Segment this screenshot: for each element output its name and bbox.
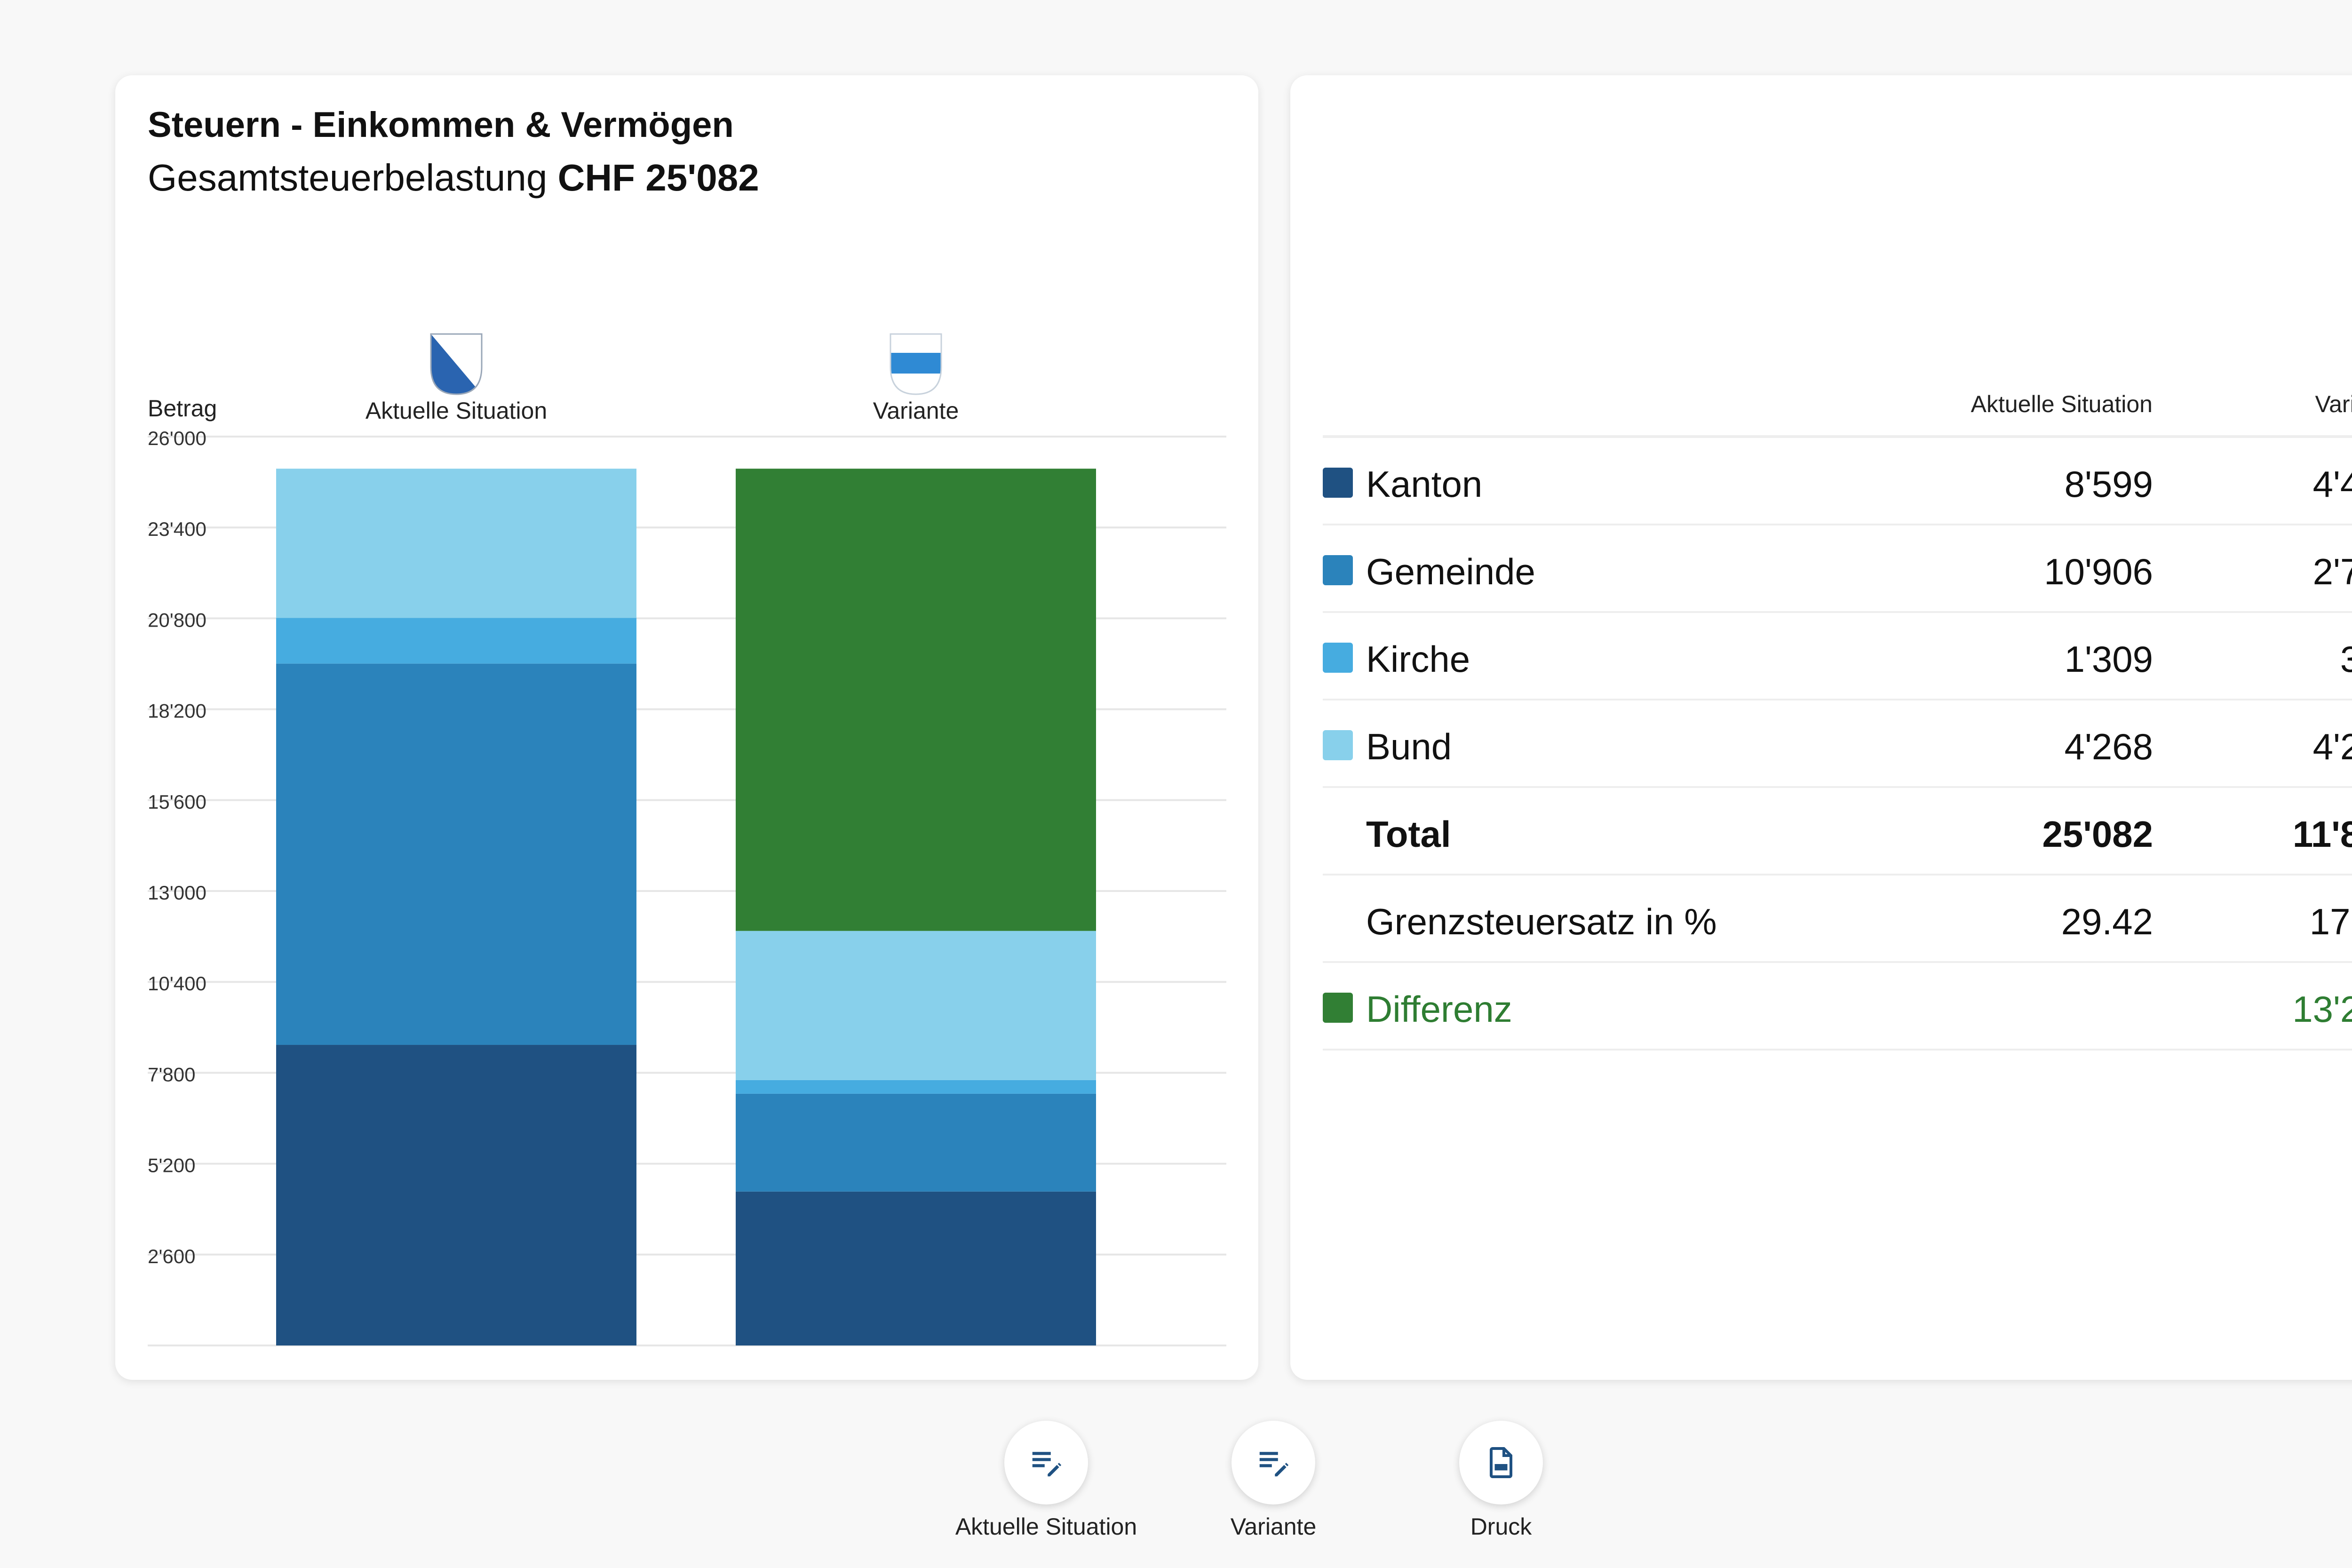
row-value-current: 10'906 bbox=[2044, 551, 2153, 592]
row-value-current: 29.42 bbox=[2061, 901, 2153, 942]
row-value-variant: 4'403 bbox=[2312, 463, 2352, 505]
row-value-variant: 17.19 bbox=[2309, 901, 2352, 942]
row-value-current: 1'309 bbox=[2064, 638, 2153, 680]
y-tick-label: 23'400 bbox=[148, 518, 207, 540]
row-label: Differenz bbox=[1366, 988, 1512, 1030]
legend-swatch-bund bbox=[1323, 730, 1353, 760]
edit-variant-action[interactable]: Variante bbox=[1132, 1421, 1414, 1540]
edit-current-situation-button[interactable] bbox=[1004, 1421, 1088, 1504]
y-tick-label: 10'400 bbox=[148, 972, 207, 995]
bar-segment-bund[interactable] bbox=[736, 931, 1096, 1080]
chart-card: Steuern - Einkommen & Vermögen Gesamtste… bbox=[115, 75, 1258, 1380]
bar-segment-gemeinde[interactable] bbox=[276, 663, 636, 1045]
y-tick-label: 20'800 bbox=[148, 609, 207, 631]
total-tax-burden-label: Gesamtsteuerbelastung bbox=[148, 157, 548, 199]
edit-variant-button[interactable] bbox=[1232, 1421, 1315, 1504]
row-label: Kirche bbox=[1366, 638, 1470, 680]
print-label: Druck bbox=[1470, 1513, 1532, 1540]
row-value-variant: 2'798 bbox=[2312, 551, 2352, 592]
bar-segment-kirche[interactable] bbox=[276, 618, 636, 664]
y-tick-label: 15'600 bbox=[148, 791, 207, 813]
total-tax-burden: Gesamtsteuerbelastung CHF 25'082 bbox=[148, 156, 759, 199]
pdf-file-icon bbox=[1490, 1447, 1512, 1478]
chart-card-title: Steuern - Einkommen & Vermögen bbox=[148, 105, 734, 145]
y-tick-label: 2'600 bbox=[148, 1245, 195, 1267]
table-row-kirche: Kirche 1'309 390 bbox=[1323, 613, 2352, 700]
x-axis-categories: Aktuelle Situation Variante bbox=[366, 333, 959, 424]
row-value-variant: 4'268 bbox=[2312, 726, 2352, 767]
stacked-bar-chart: 2'600 5'200 7'800 10'400 13'000 15'600 18'200 2… bbox=[148, 333, 1226, 1346]
table-row-bund: Bund 4'268 4'268 bbox=[1323, 700, 2352, 788]
row-value-current: 8'599 bbox=[2064, 463, 2153, 505]
table-row-gemeinde: Gemeinde 10'906 2'798 bbox=[1323, 525, 2352, 613]
column-header-variant: Variante bbox=[2315, 391, 2352, 417]
y-axis-ticks: 2'600 5'200 7'800 10'400 13'000 15'600 18'200 2… bbox=[148, 427, 207, 1267]
row-value-current: 4'268 bbox=[2064, 726, 2153, 767]
table-row-marginal-rate: Grenzsteuersatz in % 29.42 17.19 bbox=[1323, 876, 2352, 963]
row-label: Bund bbox=[1366, 726, 1452, 767]
y-tick-label: 7'800 bbox=[148, 1063, 195, 1085]
bar-segment-kirche[interactable] bbox=[736, 1080, 1096, 1094]
edit-variant-label: Variante bbox=[1230, 1513, 1317, 1540]
edit-notes-icon bbox=[1259, 1452, 1289, 1477]
y-tick-label: 18'200 bbox=[148, 700, 207, 722]
legend-swatch-differenz bbox=[1323, 993, 1353, 1023]
table-row-kanton: Kanton 8'599 4'403 bbox=[1323, 438, 2352, 525]
legend-swatch-kirche bbox=[1323, 643, 1353, 673]
row-label: Total bbox=[1366, 813, 1451, 855]
legend-swatch-kanton bbox=[1323, 468, 1353, 498]
print-action[interactable]: Druck bbox=[1360, 1421, 1642, 1540]
row-value-current: 25'082 bbox=[2042, 813, 2153, 855]
bar-segment-bund[interactable] bbox=[276, 469, 636, 618]
legend-swatch-gemeinde bbox=[1323, 555, 1353, 585]
zurich-coat-of-arms-icon bbox=[430, 333, 483, 395]
zug-coat-of-arms-icon bbox=[890, 333, 942, 395]
x-category-label: Aktuelle Situation bbox=[366, 398, 547, 424]
row-label: Gemeinde bbox=[1366, 551, 1535, 592]
print-button[interactable] bbox=[1459, 1421, 1543, 1504]
bar-segment-differenz[interactable] bbox=[736, 469, 1096, 931]
row-value-variant: 390 bbox=[2340, 638, 2352, 680]
edit-notes-icon bbox=[1032, 1452, 1062, 1477]
edit-current-situation-action[interactable]: Aktuelle Situation bbox=[905, 1421, 1187, 1540]
comparison-table-card: i Aktuelle Situation Variante Kanton 8'5… bbox=[1290, 75, 2352, 1380]
bar-segment-gemeinde[interactable] bbox=[736, 1093, 1096, 1192]
chart-bars bbox=[276, 469, 1096, 1345]
table-header-divider bbox=[1323, 435, 2352, 438]
row-value-variant: 13'223 bbox=[2292, 988, 2352, 1030]
x-category-label: Variante bbox=[873, 398, 959, 424]
row-value-variant: 11'859 bbox=[2292, 813, 2352, 855]
bar-segment-kanton[interactable] bbox=[276, 1045, 636, 1345]
row-label: Kanton bbox=[1366, 463, 1483, 505]
row-label: Grenzsteuersatz in % bbox=[1366, 901, 1717, 942]
table-row-total: Total 25'082 11'859 bbox=[1323, 788, 2352, 876]
y-tick-label: 5'200 bbox=[148, 1154, 195, 1177]
table-row-differenz: Differenz 13'223 bbox=[1323, 963, 2352, 1051]
y-tick-label: 13'000 bbox=[148, 882, 207, 904]
edit-current-situation-label: Aktuelle Situation bbox=[955, 1513, 1137, 1540]
bar-segment-kanton[interactable] bbox=[736, 1191, 1096, 1345]
total-tax-burden-amount: CHF 25'082 bbox=[557, 157, 759, 199]
y-tick-label: 26'000 bbox=[148, 427, 207, 449]
y-axis-label: Betrag bbox=[148, 395, 217, 422]
column-header-current: Aktuelle Situation bbox=[1971, 391, 2153, 417]
